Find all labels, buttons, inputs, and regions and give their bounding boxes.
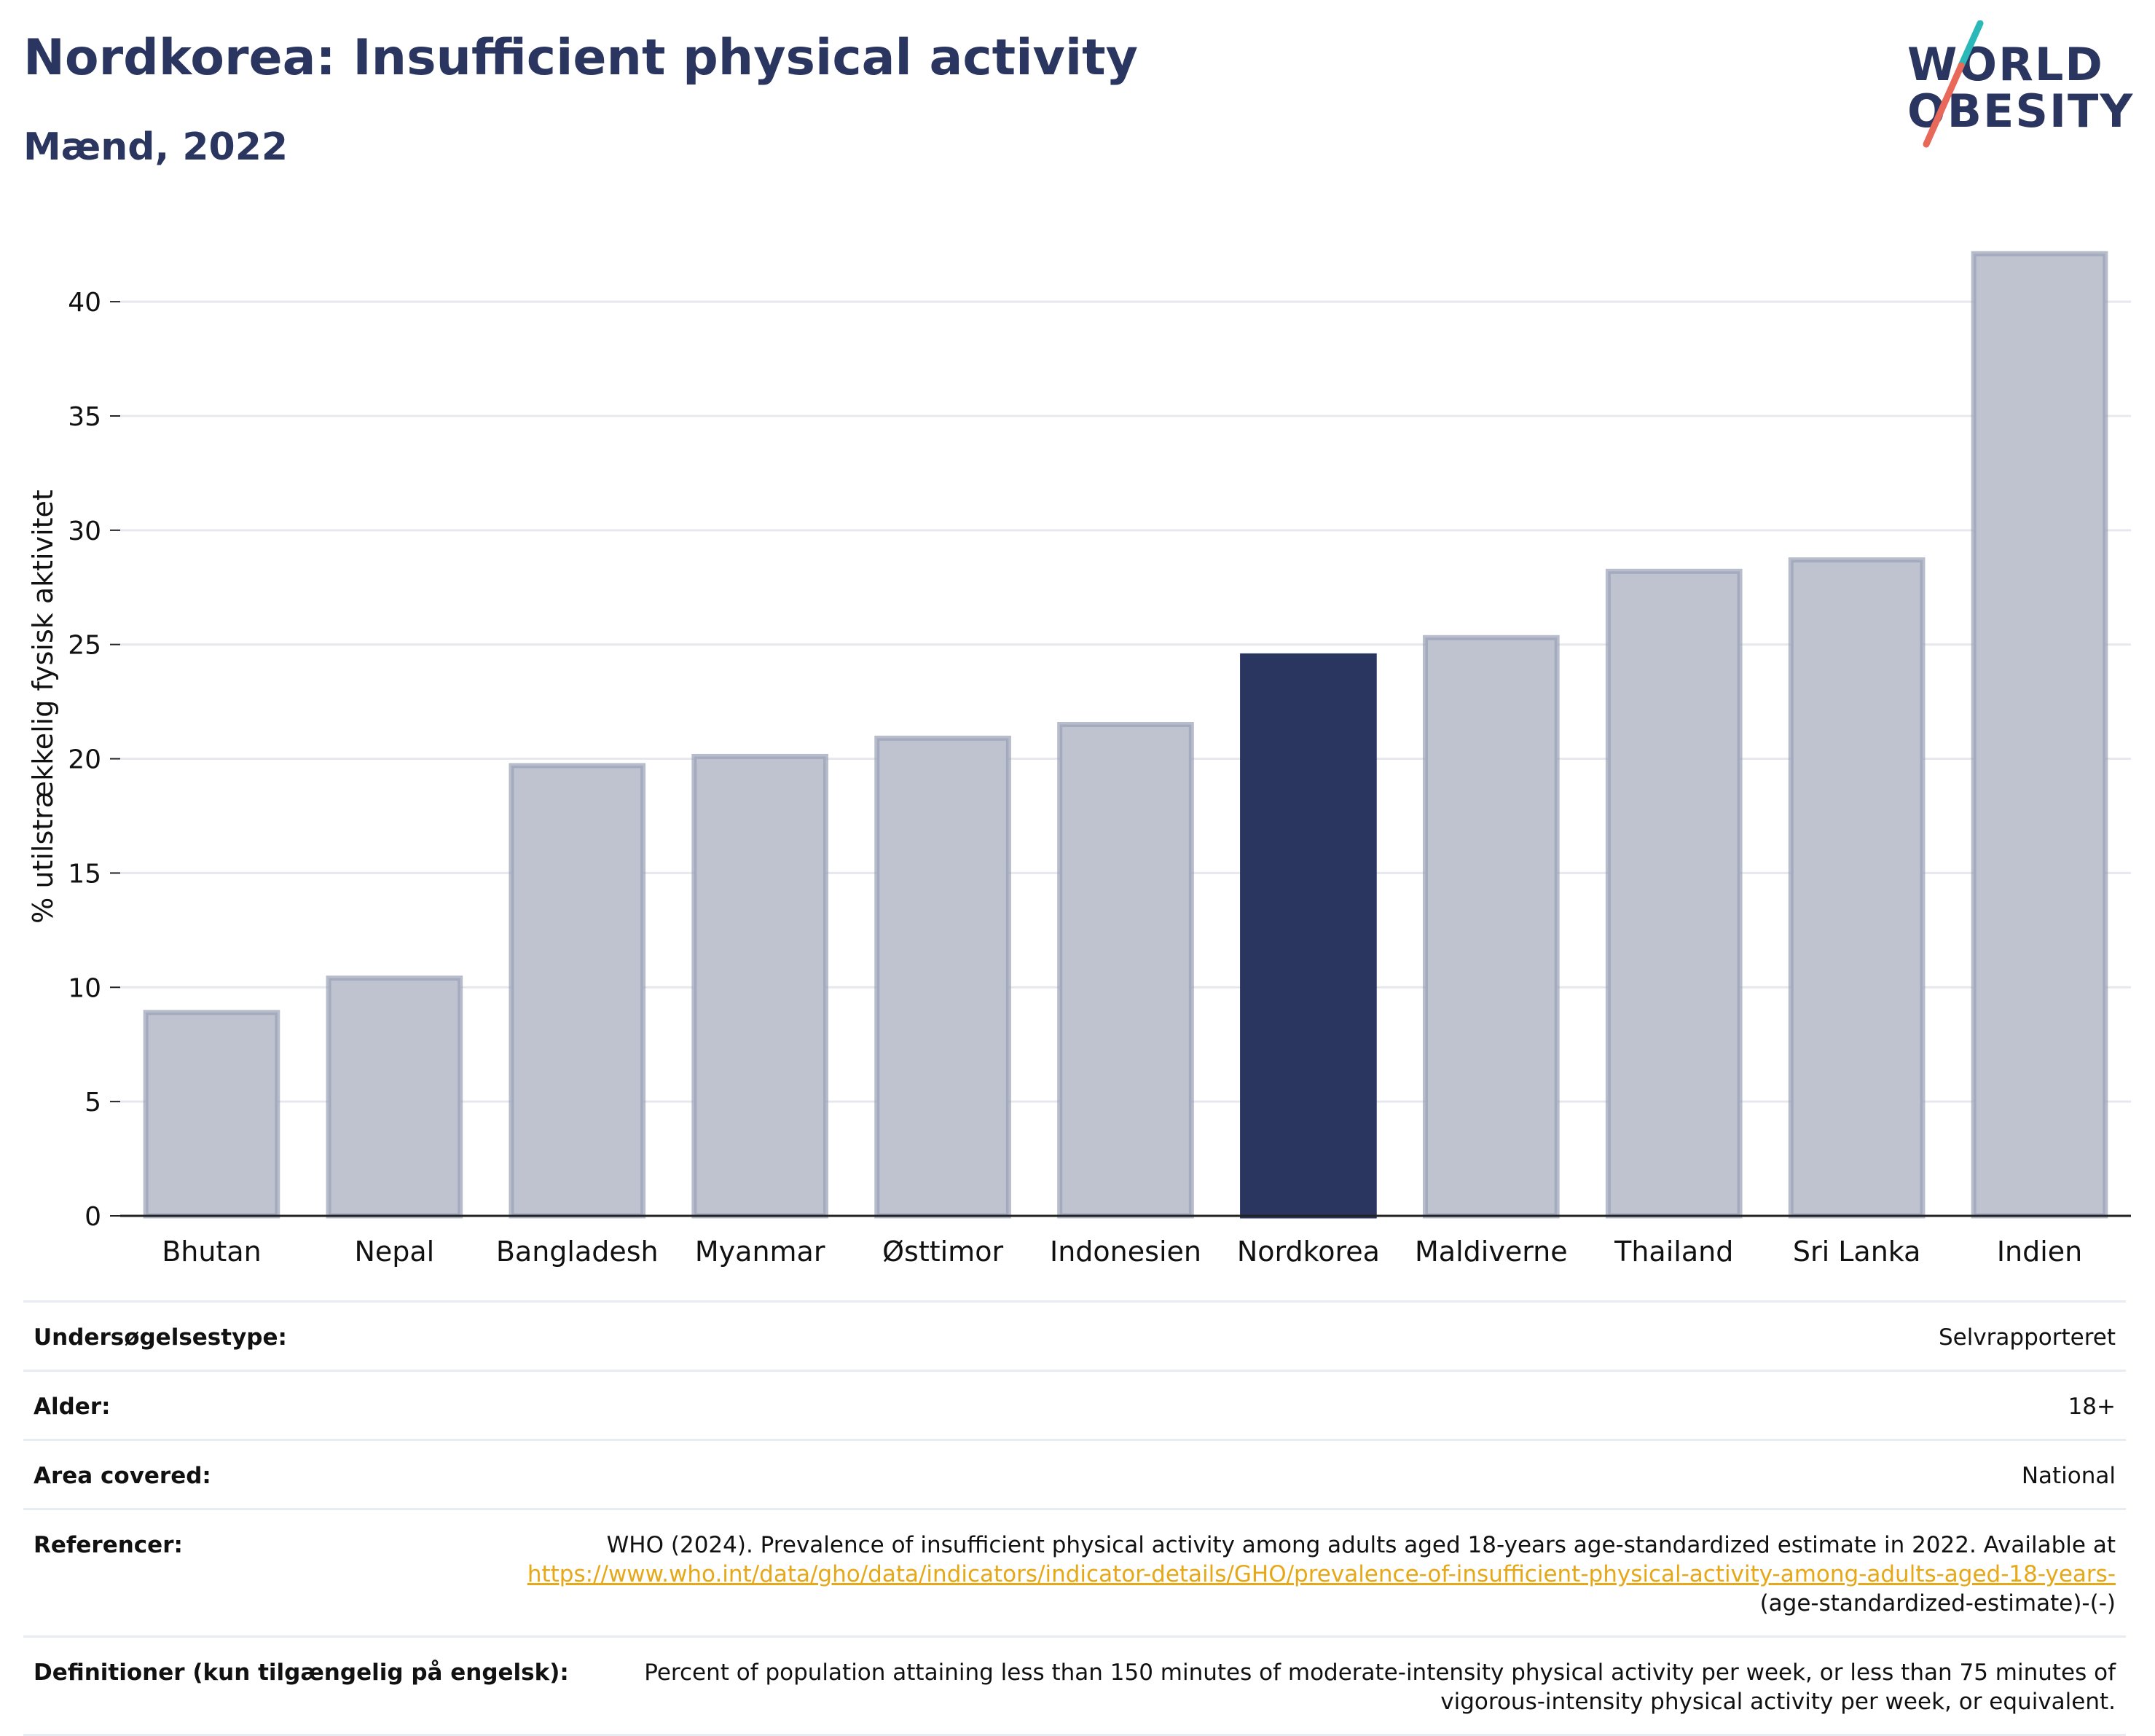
x-tick-label: Indien (1997, 1236, 2082, 1268)
x-tick-label: Indonesien (1050, 1236, 1201, 1268)
reference-suffix: (age-standardized-estimate)-(-) (1759, 1590, 2116, 1617)
x-tick-label: Myanmar (695, 1236, 825, 1268)
info-label: Referencer: (34, 1532, 183, 1558)
chart-subtitle: Mænd, 2022 (23, 125, 288, 169)
x-tick-label: Nordkorea (1237, 1236, 1380, 1268)
info-row-references: Referencer: WHO (2024). Prevalence of in… (23, 1508, 2126, 1635)
reference-link[interactable]: https://www.who.int/data/gho/data/indica… (527, 1561, 2116, 1587)
y-tick-label: 15 (68, 859, 101, 889)
info-label: Undersøgelsestype: (34, 1324, 287, 1351)
reference-text: WHO (2024). Prevalence of insufficient p… (606, 1532, 2116, 1558)
x-tick-label: Bhutan (162, 1236, 262, 1268)
info-table: Undersøgelsestype: Selvrapporteret Alder… (23, 1300, 2126, 1736)
y-tick-label: 0 (85, 1202, 101, 1232)
x-tick-label: Østtimor (882, 1236, 1003, 1268)
y-tick-label: 5 (85, 1088, 101, 1118)
x-tick-label: Thailand (1614, 1236, 1733, 1268)
axes: 0 5 10 15 20 25 30 35 40 Bhutan Nepal Bangladesh Mya… (68, 288, 2131, 1268)
x-tick-label: Bangladesh (496, 1236, 659, 1268)
bar-bhutan (143, 1010, 280, 1219)
info-row-survey-type: Undersøgelsestype: Selvrapporteret (23, 1300, 2126, 1370)
chart-title: Nordkorea: Insufficient physical activit… (23, 29, 1138, 87)
info-row-area: Area covered: National (23, 1439, 2126, 1508)
info-label: Alder: (34, 1394, 111, 1420)
bar-nordkorea (1240, 653, 1377, 1219)
y-axis-label: % utilstrækkelig fysisk aktivitet (27, 490, 59, 924)
bar-bangladesh (509, 763, 646, 1219)
info-value: WHO (2024). Prevalence of insufficient p… (513, 1531, 2116, 1618)
info-label: Definitioner (kun tilgængelig på engelsk… (34, 1660, 569, 1686)
y-tick-label: 35 (68, 402, 101, 432)
logo-slash-icon (1923, 20, 1984, 148)
y-tick-label: 25 (68, 631, 101, 661)
y-tick-label: 30 (68, 517, 101, 546)
world-obesity-logo: WORLD OBESITY (1894, 20, 2142, 152)
x-tick-label: Maldiverne (1415, 1236, 1568, 1268)
info-value: Percent of population attaining less tha… (644, 1660, 2116, 1715)
bar-sri lanka (1788, 557, 1926, 1219)
bar-nepal (326, 975, 463, 1219)
info-row-definitions: Definitioner (kun tilgængelig på engelsk… (23, 1635, 2126, 1736)
bar-thailand (1605, 568, 1743, 1219)
info-value: 18+ (2068, 1394, 2116, 1420)
x-tick-label: Sri Lanka (1793, 1236, 1921, 1268)
x-tick-label: Nepal (354, 1236, 434, 1268)
y-tick-label: 40 (68, 288, 101, 318)
bar-indien (1971, 251, 2108, 1219)
bar-østtimor (874, 735, 1011, 1219)
bars (143, 251, 2108, 1219)
info-row-age: Alder: 18+ (23, 1370, 2126, 1439)
logo-line-1: WORLD (1907, 38, 2104, 91)
bar-myanmar (691, 753, 829, 1219)
info-value: Selvrapporteret (1938, 1324, 2116, 1351)
y-tick-label: 10 (68, 973, 101, 1003)
bar-indonesien (1057, 722, 1194, 1219)
bar-maldiverne (1422, 635, 1560, 1219)
info-value: National (2021, 1463, 2116, 1489)
bar-chart: 0 5 10 15 20 25 30 35 40 Bhutan Nepal Bangladesh Mya… (27, 251, 2131, 1268)
info-label: Area covered: (34, 1463, 211, 1489)
y-tick-label: 20 (68, 745, 101, 775)
